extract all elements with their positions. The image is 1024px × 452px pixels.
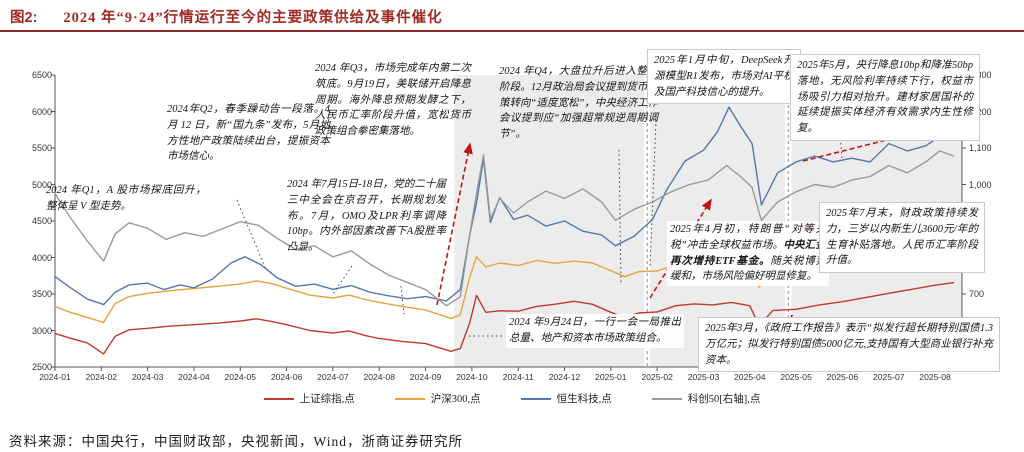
- x-tick-label: 2024-08: [363, 372, 395, 382]
- figure-header: 图2: 2024 年“9·24”行情运行至今的主要政策供给及事件催化: [10, 6, 443, 27]
- x-tick-label: 2024-05: [224, 372, 257, 382]
- annotation-text: 2024 年Q1，A 股市场探底回升，整体呈 V 型走势。: [46, 185, 206, 212]
- x-tick-label: 2024-01: [39, 372, 71, 382]
- annotation-text: 2025年5月，央行降息10bp和降准50bp落地，无风险利率持续下行，权益市场…: [797, 60, 973, 134]
- annotation-text: 2025年4月初，特朗普“对等关税”冲击全球权益市场。: [670, 224, 826, 251]
- annotation-2024-july-plenum: 2024 年7月15日-18日，党的二十届三中全会在京召开，长期规划发布。7月，…: [287, 177, 446, 256]
- chart-legend: 上证综指,点 沪深300,点 恒生科技,点 科创50[右轴],点: [0, 391, 1024, 406]
- annotation-2024-q1: 2024 年Q1，A 股市场探底回升，整体呈 V 型走势。: [46, 183, 206, 215]
- annotation-text-bold: 中央汇金再次增持ETF基金。: [670, 239, 827, 267]
- legend-item-csi300: 沪深300,点: [394, 391, 481, 406]
- x-tick-label: 2025-02: [641, 372, 673, 382]
- left-axis-tick-label: 2500: [31, 362, 52, 372]
- x-tick-label: 2025-01: [595, 372, 627, 382]
- legend-label: 科创50[右轴],点: [687, 394, 761, 405]
- annotation-text: 2024 年Q4，大盘拉升后进入整固阶段。12月政治局会议提到货币政策转向“适度…: [499, 66, 658, 140]
- annotation-text: 2024年Q2，春季躁动告一段落。4 月 12 日，新“国九条”发布，5月地方性…: [167, 104, 330, 163]
- legend-line-swatch: [263, 397, 294, 400]
- title-divider: [0, 30, 1024, 32]
- x-tick-label: 2024-04: [178, 372, 210, 382]
- x-tick-label: 2025-04: [734, 372, 766, 382]
- annotation-text: 随关税博弈缓和，市场风险偏好明显修复。: [670, 255, 827, 283]
- x-tick-label: 2025-03: [687, 372, 720, 382]
- annotation-text: 2024 年9月24日，一行一会一局推出总量、地产和资本市场政策组合。: [509, 317, 681, 344]
- left-axis-tick-label: 6000: [31, 106, 52, 117]
- annotation-text: 2025年7月末，财政政策持续发力，三岁以内新生儿3600元/年的生育补贴落地。…: [826, 208, 978, 267]
- x-tick-label: 2025-07: [872, 372, 905, 382]
- legend-line-swatch: [520, 397, 551, 400]
- left-axis-tick-label: 3000: [31, 325, 52, 336]
- data-source-line: 资料来源：中国央行，中国财政部，央视新闻，Wind，浙商证券研究所: [9, 434, 463, 449]
- annotation-leader-line: [332, 265, 353, 295]
- x-tick-label: 2024-06: [270, 372, 303, 382]
- figure-title: 2024 年“9·24”行情运行至今的主要政策供给及事件催化: [63, 10, 443, 26]
- legend-label: 沪深300,点: [430, 394, 481, 405]
- legend-line-swatch: [394, 397, 425, 400]
- x-tick-label: 2025-06: [826, 372, 859, 382]
- annotation-text: 2024 年7月15日-18日，党的二十届三中全会在京召开，长期规划发布。7月，…: [287, 179, 446, 253]
- annotation-2025-april-tariff: 2025年4月初，特朗普“对等关税”冲击全球权益市场。中央汇金再次增持ETF基金…: [667, 221, 829, 286]
- annotation-2025-march: 2025年3月，《政府工作报告》表示“拟发行超长期特别国债1.3万亿元；拟发行特…: [698, 317, 1000, 373]
- x-tick-label: 2024-10: [456, 372, 488, 382]
- x-tick-label: 2025-08: [919, 372, 951, 382]
- left-axis-tick-label: 5500: [31, 143, 52, 153]
- trend-arrow: [436, 142, 473, 306]
- x-tick-label: 2024-11: [502, 372, 534, 382]
- legend-item-shanghai-composite: 上证综指,点: [263, 391, 355, 406]
- right-axis-tick-label: 1,000: [969, 179, 992, 190]
- left-axis-tick-label: 4000: [31, 252, 52, 263]
- x-tick-label: 2024-03: [131, 372, 164, 382]
- x-tick-label: 2024-07: [317, 372, 349, 382]
- left-axis-tick-label: 3500: [31, 289, 52, 299]
- legend-label: 上证综指,点: [299, 394, 355, 405]
- annotation-text: 2025年1月中旬，DeepSeek开源模型R1发布，市场对AI平权及国产科技信…: [654, 55, 794, 98]
- annotation-2025-july-end: 2025年7月末，财政政策持续发力，三岁以内新生儿3600元/年的生育补贴落地。…: [819, 202, 985, 273]
- right-axis-tick-label: 1,300: [969, 70, 992, 80]
- right-axis-tick-label: 1,200: [969, 106, 992, 117]
- series-line: [54, 282, 955, 355]
- annotation-2024-sep24: 2024 年9月24日，一行一会一局推出总量、地产和资本市场政策组合。: [506, 314, 684, 348]
- legend-label: 恒生科技,点: [556, 394, 612, 405]
- annotation-2025-may: 2025年5月，央行降息10bp和降准50bp落地，无风险利率持续下行，权益市场…: [790, 54, 980, 141]
- annotation-leader-line: [618, 149, 622, 286]
- annotation-text: 2024 年Q3，市场完成年内第二次筑底。9月19日，美联储开启降息周期。海外降…: [315, 63, 471, 137]
- left-axis-tick-label: 4500: [31, 216, 52, 226]
- annotation-leader-line: [400, 285, 405, 315]
- legend-item-hstech: 恒生科技,点: [520, 391, 612, 406]
- x-tick-label: 2025-05: [780, 372, 812, 382]
- annotation-2024-q4: 2024 年Q4，大盘拉升后进入整固阶段。12月政治局会议提到货币政策转向“适度…: [499, 64, 658, 143]
- legend-item-star50: 科创50[右轴],点: [651, 391, 761, 406]
- annotation-2025-jan-deepseek: 2025年1月中旬，DeepSeek开源模型R1发布，市场对AI平权及国产科技信…: [647, 49, 801, 105]
- annotation-text: 2025年3月，《政府工作报告》表示“拟发行超长期特别国债1.3万亿元；拟发行特…: [705, 323, 993, 366]
- annotation-leader-line: [236, 199, 267, 271]
- left-axis-tick-label: 6500: [31, 70, 52, 80]
- right-axis-tick-label: 1,100: [969, 143, 992, 153]
- annotation-2024-q3: 2024 年Q3，市场完成年内第二次筑底。9月19日，美联储开启降息周期。海外降…: [315, 61, 471, 140]
- x-tick-label: 2024-09: [409, 372, 442, 382]
- x-tick-label: 2024-02: [85, 372, 118, 382]
- series-line: [54, 150, 955, 307]
- x-tick-label: 2024-12: [548, 372, 581, 382]
- legend-line-swatch: [651, 397, 682, 400]
- annotation-2024-q2: 2024年Q2，春季躁动告一段落。4 月 12 日，新“国九条”发布，5月地方性…: [167, 102, 330, 165]
- figure-number: 图2:: [10, 10, 38, 26]
- left-axis-tick-label: 5000: [31, 179, 52, 190]
- right-axis-tick-label: 700: [969, 289, 985, 299]
